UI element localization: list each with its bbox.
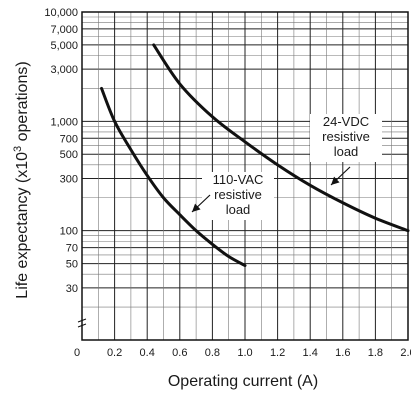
y-tick-label: 3,000 <box>50 64 78 76</box>
y-axis-label: Life expectancy (x103 operations) <box>12 61 31 298</box>
y-tick-label: 50 <box>66 259 78 271</box>
y-tick-label: 7,000 <box>50 24 78 36</box>
y-tick-label: 5,000 <box>50 40 78 52</box>
y-tick-label: 70 <box>66 243 78 255</box>
annotation-arrowhead-110vac <box>192 203 201 212</box>
x-tick-label: 2.0 <box>400 347 411 359</box>
y-tick-label: 1,000 <box>50 116 78 128</box>
x-tick-labels: 0 0.2 0.4 0.6 0.8 1.0 1.2 1.4 1.6 1.8 2.0 <box>74 347 411 359</box>
annotation-bg-24vdc <box>310 114 382 162</box>
y-axis-label-main: Life expectancy (x10 <box>14 152 31 299</box>
x-tick-label: 0.6 <box>172 347 187 359</box>
annotation-label-24vdc: resistive <box>322 129 370 144</box>
y-tick-label: 30 <box>66 283 78 295</box>
y-tick-label: 300 <box>60 174 78 186</box>
annotation-label-110vac: load <box>226 202 251 217</box>
x-tick-label: 0.2 <box>107 347 122 359</box>
annotation-bg-110vac <box>202 172 274 220</box>
y-axis-label-superscript: 3 <box>12 146 24 152</box>
series-line-110vac <box>100 86 247 268</box>
annotation-label-24vdc: 24-VDC <box>323 114 369 129</box>
annotation-label-24vdc: load <box>334 144 359 159</box>
y-axis-label-tail: operations) <box>14 61 31 146</box>
x-tick-label: 0 <box>74 347 80 359</box>
x-tick-label: 1.0 <box>237 347 252 359</box>
x-tick-label: 0.8 <box>205 347 220 359</box>
x-axis-label: Operating current (A) <box>168 373 318 390</box>
axis-break-mark <box>77 318 87 328</box>
y-tick-label: 100 <box>60 226 78 238</box>
series-curves <box>100 43 410 268</box>
y-tick-label: 10,000 <box>44 7 78 19</box>
x-tick-label: 1.8 <box>368 347 383 359</box>
annotation-arrowhead-24vdc <box>331 176 340 185</box>
series-line-24vdc <box>152 43 410 233</box>
x-tick-label: 1.6 <box>335 347 350 359</box>
y-tick-label: 500 <box>60 149 78 161</box>
x-tick-label: 1.4 <box>303 347 318 359</box>
plot-frame <box>81 11 409 341</box>
y-tick-label: 700 <box>60 133 78 145</box>
annotation-label-110vac: 110-VAC <box>213 172 264 187</box>
y-tick-labels: 10,000 7,000 5,000 3,000 1,000 700 500 300 100 70… <box>44 7 87 328</box>
x-tick-label: 1.2 <box>270 347 285 359</box>
x-tick-label: 0.4 <box>140 347 155 359</box>
annotation-label-110vac: resistive <box>214 187 262 202</box>
